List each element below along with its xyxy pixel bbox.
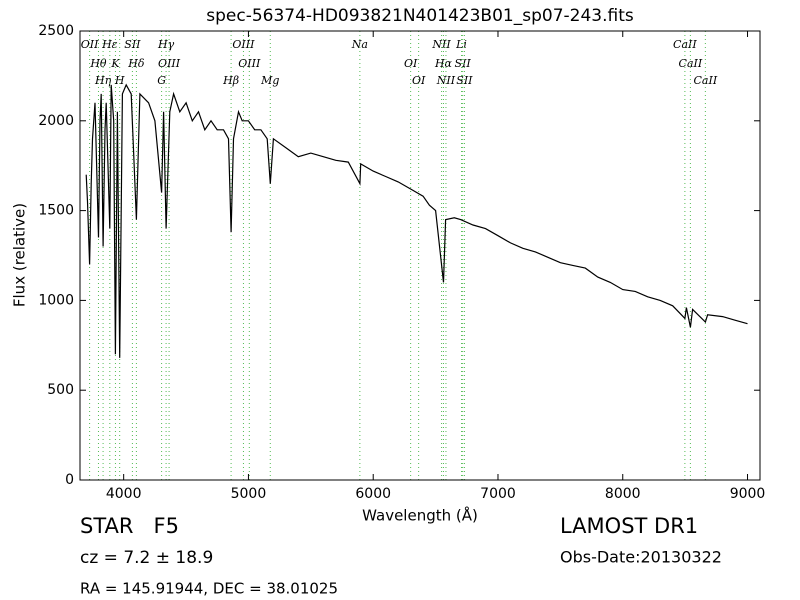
spectral-line-label: K (110, 57, 120, 70)
object-class: STAR F5 (80, 514, 179, 538)
spectral-line-label: Hβ (222, 74, 239, 87)
coordinates: RA = 145.91944, DEC = 38.01025 (80, 580, 338, 598)
spectral-line-label: Hγ (157, 38, 175, 51)
spectral-line-label: OII (81, 38, 99, 51)
spectral-line-label: Hα (434, 57, 453, 70)
spectrum (85, 83, 748, 358)
spectral-line-label: H (114, 74, 125, 87)
spectral-line-label: OI (412, 74, 426, 87)
y-tick-label: 500 (47, 382, 74, 398)
spectral-line-label: NII (436, 74, 456, 87)
obs-date: Obs-Date:20130322 (560, 548, 722, 567)
spectral-line-label: Na (351, 38, 368, 51)
spectral-line-label: Hε (101, 38, 118, 51)
y-tick-label: 1000 (38, 292, 74, 308)
y-axis-label: Flux (relative) (11, 203, 29, 307)
spectral-line-label: OIII (158, 57, 181, 70)
x-tick-label: 7000 (480, 486, 516, 502)
spectral-line-label: OIII (238, 57, 261, 70)
x-tick-label: 8000 (605, 486, 641, 502)
y-tick-label: 2500 (38, 23, 74, 39)
spectral-line-label: SII (455, 57, 472, 70)
x-tick-label: 4000 (106, 486, 142, 502)
chart-title: spec-56374-HD093821N401423B01_sp07-243.f… (206, 6, 634, 26)
redshift: cz = 7.2 ± 18.9 (80, 548, 213, 568)
spectral-line-label: NII (431, 38, 451, 51)
spectral-line-label: SII (456, 74, 473, 87)
spectral-line-label: SII (124, 38, 141, 51)
y-tick-label: 1500 (38, 203, 74, 219)
survey: LAMOST DR1 (560, 514, 698, 538)
x-tick-label: 9000 (730, 486, 766, 502)
x-tick-label: 5000 (231, 486, 267, 502)
y-tick-label: 2000 (38, 113, 74, 129)
spectral-line-label: CaII (694, 74, 718, 87)
spectral-line-label: Hθ (89, 57, 107, 70)
spectral-line-label: OI (404, 57, 418, 70)
x-tick-label: 6000 (355, 486, 391, 502)
spectral-line-label: CaII (679, 57, 703, 70)
plot-frame (79, 30, 761, 481)
y-tick-label: 0 (65, 472, 74, 488)
x-axis-label: Wavelength (Å) (362, 506, 478, 525)
spectral-line-label: CaII (673, 38, 697, 51)
spectral-line-label: G (157, 74, 166, 87)
spectral-line-label: Li (455, 38, 467, 51)
spectral-line-label: Mg (260, 74, 279, 87)
spectral-line-label: Hδ (127, 57, 145, 70)
spectral-line-label: Hη (94, 74, 112, 87)
spectral-line-label: OIII (232, 38, 255, 51)
